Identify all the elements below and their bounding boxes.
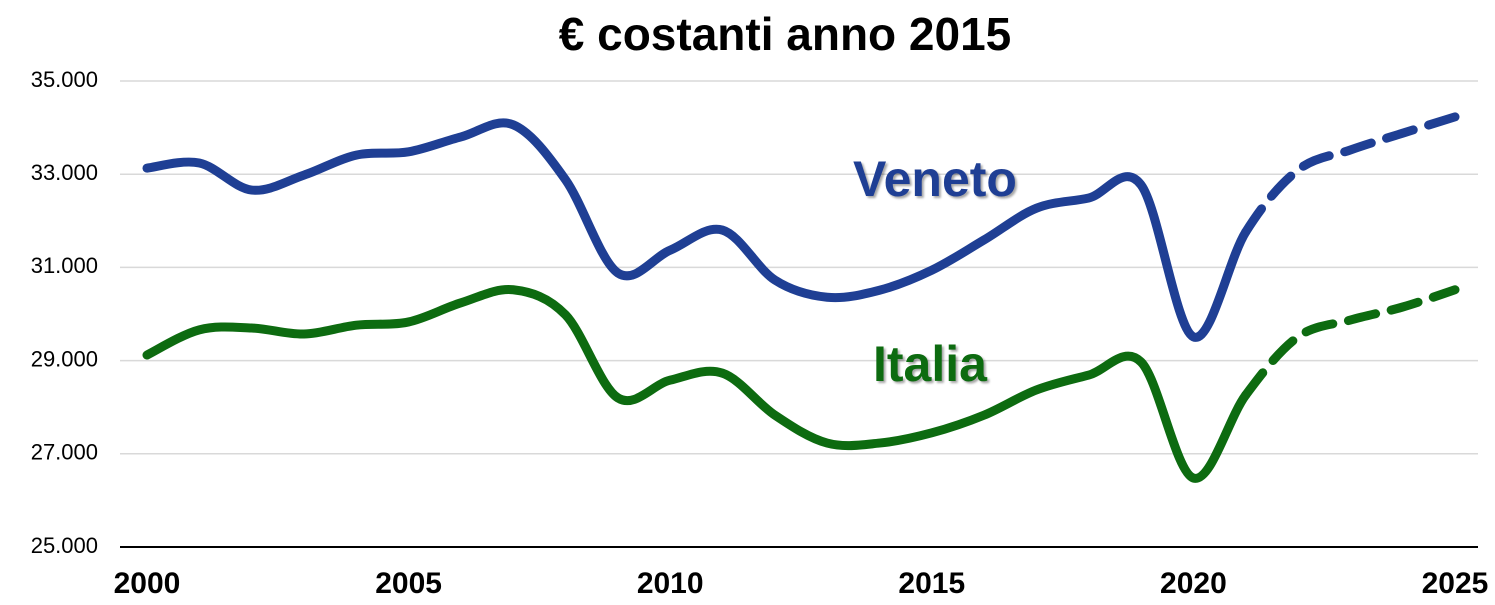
series-label: Italia: [873, 336, 988, 392]
line-series: [142, 285, 1251, 483]
y-tick-label: 35.000: [31, 67, 98, 92]
x-tick-label: 2025: [1422, 567, 1489, 600]
y-tick-label: 27.000: [31, 440, 98, 465]
line-series: [142, 118, 1251, 342]
x-tick-label: 2005: [375, 567, 442, 600]
line-series-projection: [1241, 285, 1460, 400]
y-tick-label: 29.000: [31, 346, 98, 371]
chart-title: € costanti anno 2015: [559, 8, 1012, 60]
x-tick-label: 2010: [637, 567, 704, 600]
x-tick-label: 2000: [114, 567, 181, 600]
line-series-projection: [1241, 112, 1460, 237]
y-tick-label: 25.000: [31, 533, 98, 558]
y-tick-label: 31.000: [31, 253, 98, 278]
y-tick-label: 33.000: [31, 160, 98, 185]
x-tick-label: 2020: [1160, 567, 1227, 600]
x-tick-label: 2015: [898, 567, 965, 600]
series-label: Veneto: [853, 151, 1017, 207]
